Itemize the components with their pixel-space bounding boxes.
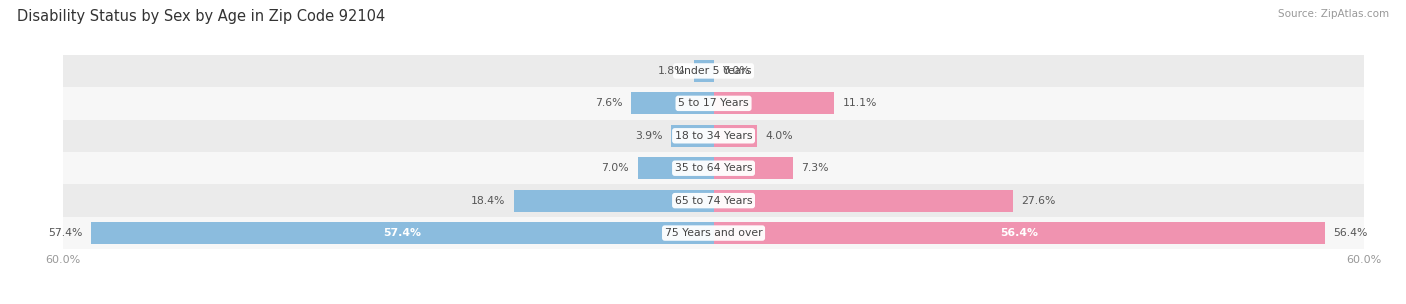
Bar [713, 190, 1012, 212]
Text: 56.4%: 56.4% [1333, 228, 1368, 238]
Text: 65 to 74 Years: 65 to 74 Years [675, 196, 752, 206]
Text: 7.0%: 7.0% [602, 163, 628, 173]
Bar [713, 125, 756, 147]
Text: 35 to 64 Years: 35 to 64 Years [675, 163, 752, 173]
Bar [91, 222, 713, 244]
Bar [713, 222, 1324, 244]
Bar [63, 119, 1364, 152]
Bar [695, 60, 713, 82]
Bar [63, 217, 1364, 249]
Text: 0.0%: 0.0% [723, 66, 749, 76]
Text: 7.6%: 7.6% [595, 98, 623, 108]
Text: 27.6%: 27.6% [1021, 196, 1056, 206]
Text: 56.4%: 56.4% [1000, 228, 1038, 238]
Bar [713, 157, 793, 179]
Bar [515, 190, 714, 212]
Bar [671, 125, 713, 147]
Text: Under 5 Years: Under 5 Years [676, 66, 751, 76]
Bar [631, 92, 713, 114]
Text: 18.4%: 18.4% [471, 196, 506, 206]
Bar [63, 55, 1364, 87]
Bar [713, 92, 834, 114]
Text: 5 to 17 Years: 5 to 17 Years [678, 98, 749, 108]
Text: 4.0%: 4.0% [765, 131, 793, 141]
Text: 57.4%: 57.4% [384, 228, 422, 238]
Bar [63, 185, 1364, 217]
Text: Disability Status by Sex by Age in Zip Code 92104: Disability Status by Sex by Age in Zip C… [17, 9, 385, 24]
Text: 11.1%: 11.1% [842, 98, 877, 108]
Text: Source: ZipAtlas.com: Source: ZipAtlas.com [1278, 9, 1389, 19]
Text: 7.3%: 7.3% [801, 163, 828, 173]
Text: 57.4%: 57.4% [48, 228, 83, 238]
Bar [63, 87, 1364, 119]
Text: 1.8%: 1.8% [658, 66, 685, 76]
Text: 75 Years and over: 75 Years and over [665, 228, 762, 238]
Text: 18 to 34 Years: 18 to 34 Years [675, 131, 752, 141]
Bar [638, 157, 713, 179]
Text: 3.9%: 3.9% [636, 131, 662, 141]
Bar [63, 152, 1364, 185]
